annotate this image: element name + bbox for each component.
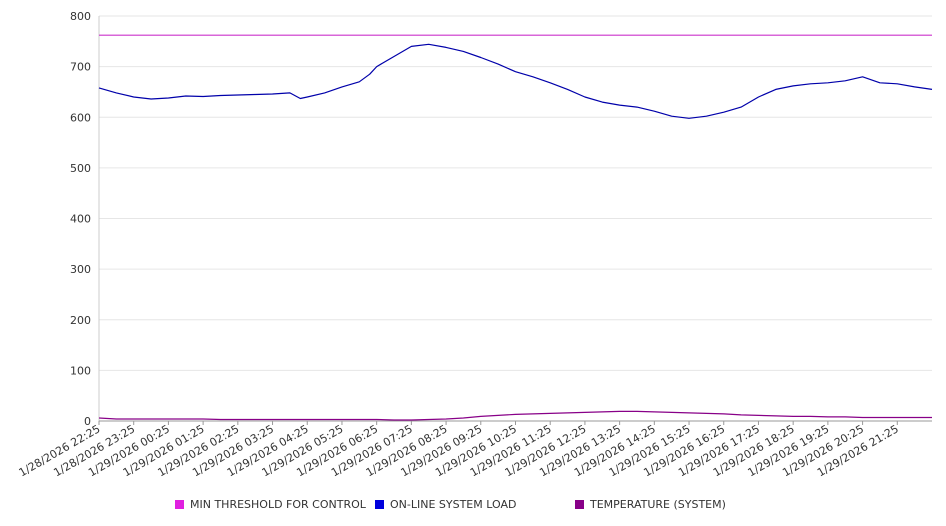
y-tick-label: 0 (84, 415, 91, 428)
x-axis: 1/28/2026 22:251/28/2026 23:251/29/2026 … (17, 420, 932, 479)
y-tick-label: 500 (70, 162, 91, 175)
system-load-line (98, 43, 933, 119)
y-tick-label: 700 (70, 61, 91, 74)
y-tick-label: 400 (70, 213, 91, 226)
y-tick-label: 200 (70, 314, 91, 327)
legend-swatch-temperature (575, 500, 584, 509)
y-tick-label: 800 (70, 10, 91, 23)
y-tick-label: 100 (70, 364, 91, 377)
legend-item-system-load[interactable]: ON-LINE SYSTEM LOAD (375, 498, 516, 511)
legend-label-system-load: ON-LINE SYSTEM LOAD (390, 498, 517, 511)
y-tick-label: 600 (70, 111, 91, 124)
temperature-line (98, 410, 932, 421)
legend-label-min-threshold: MIN THRESHOLD FOR CONTROL (190, 498, 366, 511)
legend-swatch-min-threshold (175, 500, 184, 509)
y-axis: 0 100 200 300 400 500 600 700 800 (70, 10, 100, 428)
legend-label-temperature: TEMPERATURE (SYSTEM) (590, 498, 726, 511)
legend-item-min-threshold[interactable]: MIN THRESHOLD FOR CONTROL (175, 498, 366, 511)
gridlines (99, 15, 932, 422)
legend-swatch-system-load (375, 500, 384, 509)
series-lines (98, 34, 933, 421)
legend-item-temperature[interactable]: TEMPERATURE (SYSTEM) (575, 498, 726, 511)
y-tick-label: 300 (70, 263, 91, 276)
